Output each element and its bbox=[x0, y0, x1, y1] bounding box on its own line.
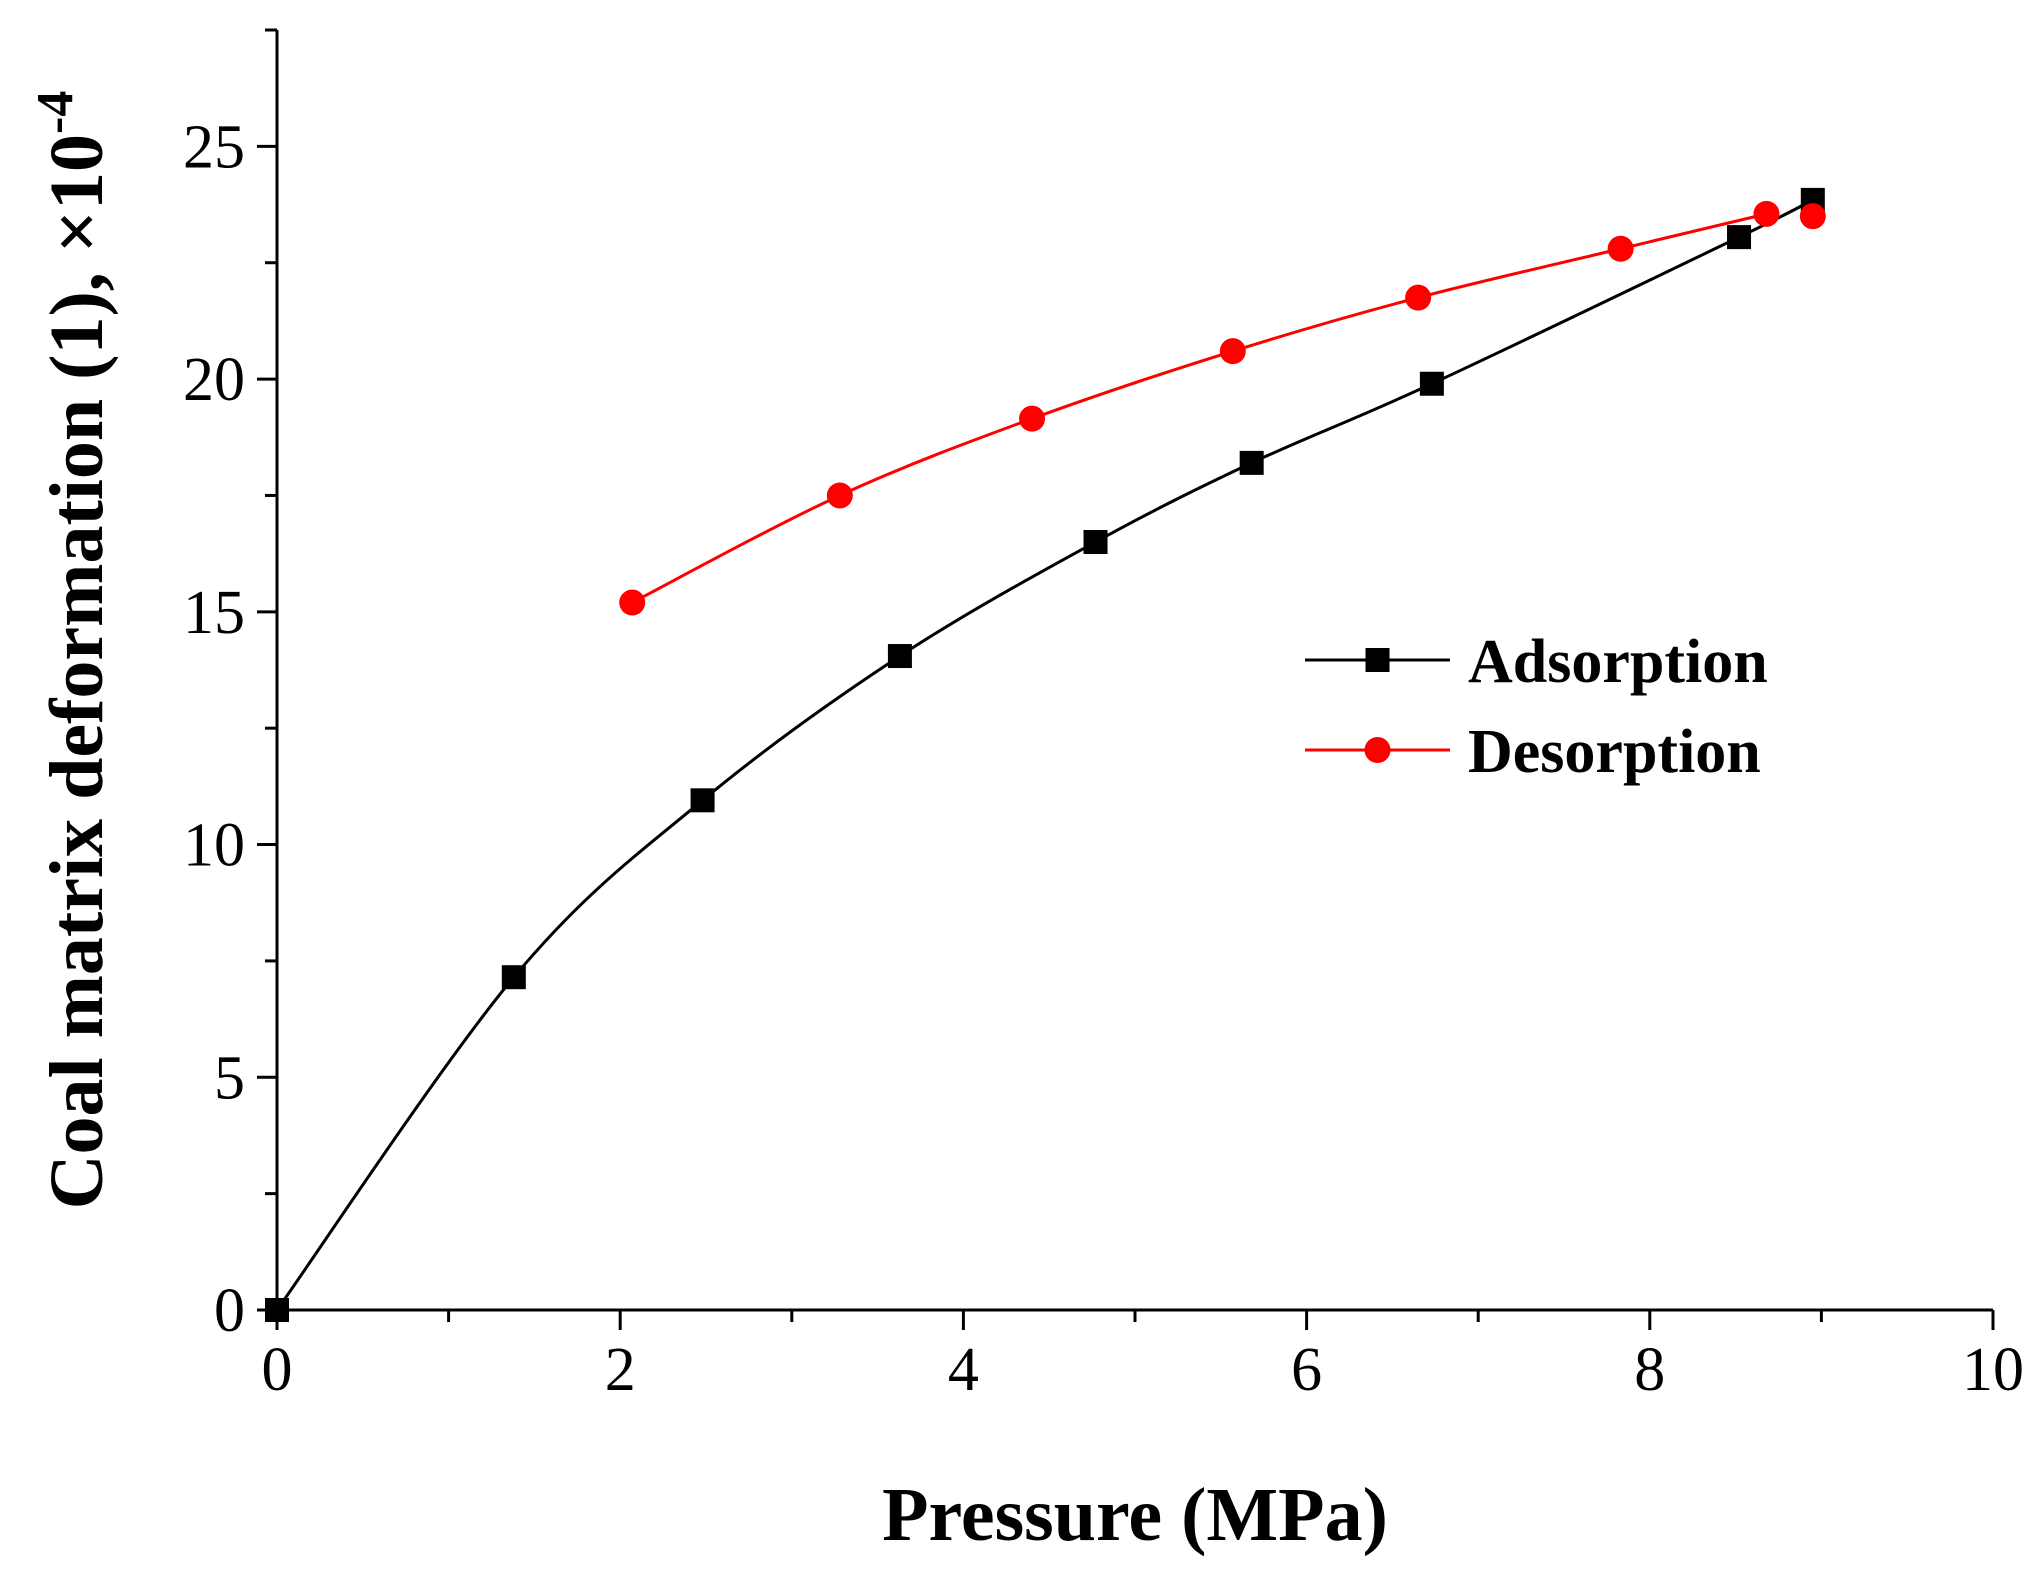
legend-item-adsorption: Adsorption bbox=[1305, 628, 1768, 696]
data-point-desorption bbox=[1799, 203, 1826, 230]
data-point-adsorption bbox=[1239, 450, 1264, 475]
data-point-desorption bbox=[1019, 405, 1046, 432]
y-tick-label: 10 bbox=[183, 812, 245, 880]
data-point-adsorption bbox=[1419, 371, 1444, 396]
y-tick-label: 0 bbox=[214, 1277, 245, 1345]
legend-label-desorption: Desorption bbox=[1468, 718, 1761, 786]
series-desorption bbox=[619, 200, 1826, 616]
y-axis-title-exponent: -4 bbox=[27, 91, 84, 134]
axis-titles: Pressure (MPa) Coal matrix deformation (… bbox=[27, 91, 1388, 1557]
data-point-desorption bbox=[1607, 235, 1634, 262]
legend-marker-desorption bbox=[1364, 737, 1391, 763]
x-tick-label: 2 bbox=[605, 1336, 636, 1404]
legend-marker-adsorption bbox=[1365, 648, 1390, 672]
x-tick-label: 4 bbox=[948, 1336, 979, 1404]
axes: 0 2 4 6 8 10 0 5 10 15 20 25 bbox=[183, 28, 2024, 1404]
data-point-adsorption bbox=[887, 644, 912, 669]
data-point-desorption bbox=[826, 482, 853, 509]
y-tick-label: 5 bbox=[214, 1044, 245, 1112]
x-axis-title: Pressure (MPa) bbox=[882, 1473, 1388, 1557]
data-point-adsorption bbox=[265, 1298, 289, 1322]
legend-item-desorption: Desorption bbox=[1305, 718, 1761, 786]
x-tick-label: 6 bbox=[1291, 1336, 1322, 1404]
data-point-adsorption bbox=[1727, 225, 1752, 250]
data-point-adsorption bbox=[1083, 530, 1108, 554]
data-point-desorption bbox=[1405, 284, 1432, 311]
series-layer bbox=[265, 187, 1826, 1322]
data-point-desorption bbox=[619, 589, 646, 616]
y-tick-label: 20 bbox=[183, 346, 245, 414]
y-tick-label: 25 bbox=[183, 113, 245, 181]
x-tick-label: 10 bbox=[1962, 1336, 2024, 1404]
series-line-desorption bbox=[631, 212, 1767, 604]
data-point-adsorption bbox=[690, 788, 715, 813]
data-point-desorption bbox=[1219, 338, 1246, 365]
y-axis-title-main: Coal matrix deformation (1), ×10 bbox=[35, 134, 119, 1209]
x-tick-label: 8 bbox=[1634, 1336, 1665, 1404]
legend: Adsorption Desorption bbox=[1305, 628, 1768, 786]
data-point-desorption bbox=[1753, 200, 1780, 227]
data-point-adsorption bbox=[501, 965, 526, 990]
legend-label-adsorption: Adsorption bbox=[1468, 628, 1768, 696]
y-tick-label: 15 bbox=[183, 579, 245, 647]
y-axis-title: Coal matrix deformation (1), ×10-4 bbox=[27, 91, 119, 1210]
x-tick-label: 0 bbox=[262, 1336, 293, 1404]
